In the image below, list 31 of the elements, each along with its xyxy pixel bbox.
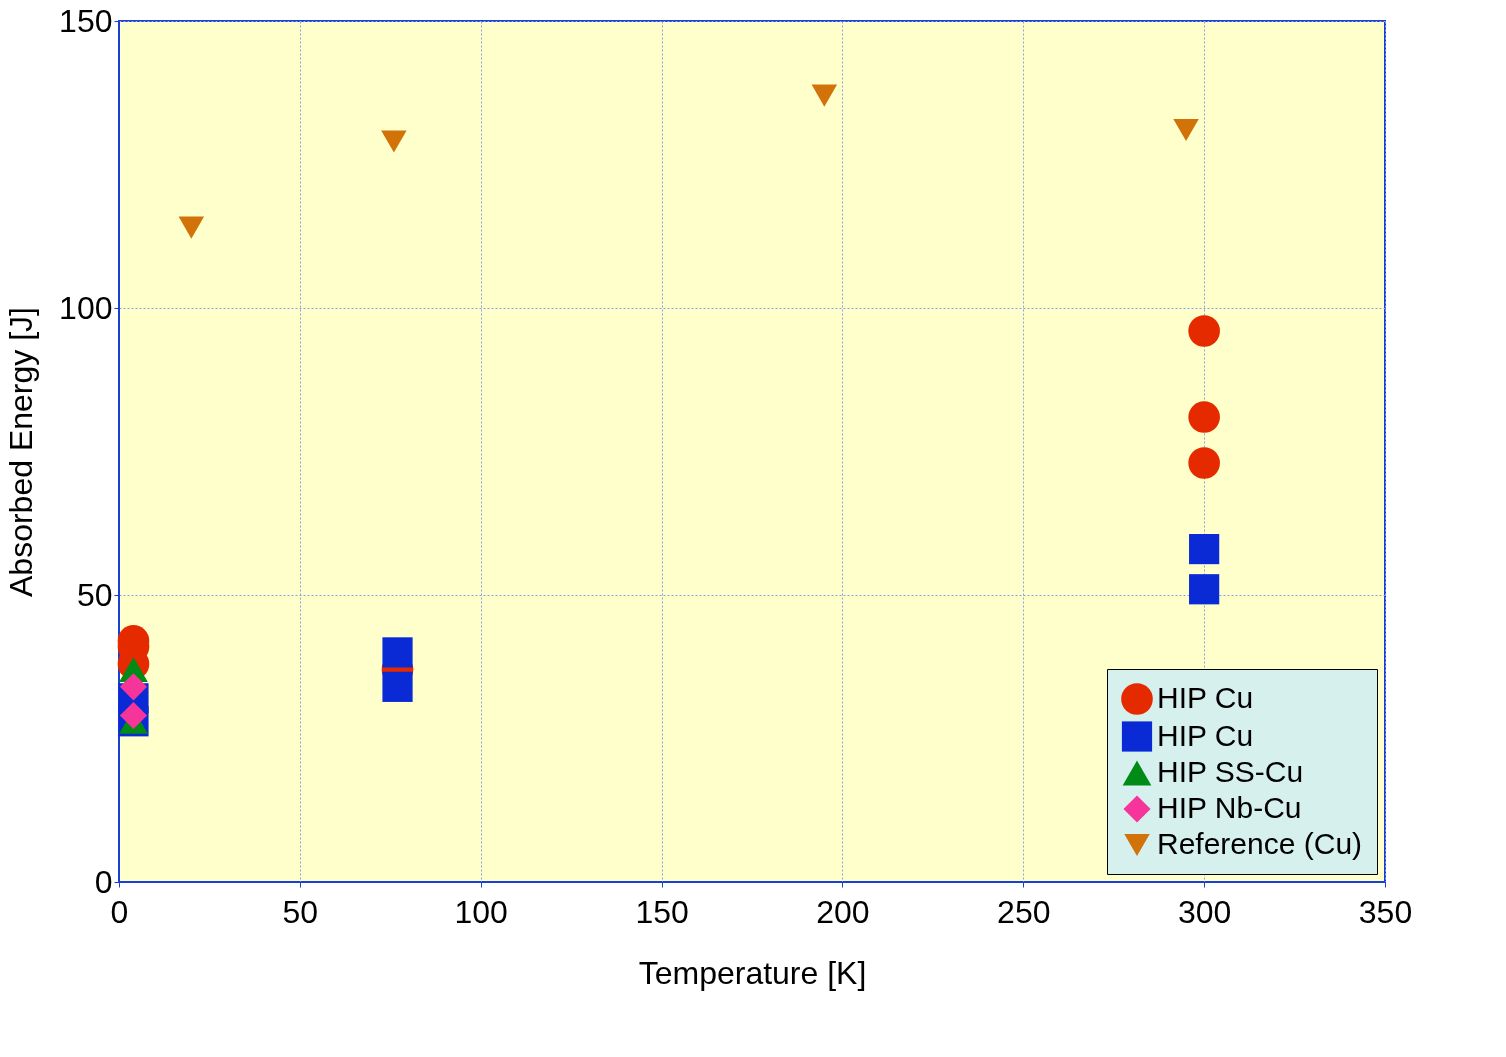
x-tick-label: 200 xyxy=(816,893,870,930)
point xyxy=(382,637,413,668)
y-tick-label: 0 xyxy=(94,863,113,900)
point xyxy=(119,673,148,701)
point xyxy=(382,671,413,702)
x-axis-title: Temperature [K] xyxy=(638,954,867,991)
point xyxy=(811,84,838,107)
y-axis-title: Absorbed Energy [J] xyxy=(3,307,40,597)
legend-label: HIP Nb-Cu xyxy=(1157,791,1302,824)
x-tick-label: 100 xyxy=(454,893,508,930)
point xyxy=(1189,533,1220,565)
y-tick-label: 100 xyxy=(59,289,113,326)
point xyxy=(1173,119,1199,142)
point xyxy=(178,216,205,239)
x-tick-label: 50 xyxy=(282,893,319,930)
y-tick-label: 50 xyxy=(76,576,113,613)
point xyxy=(119,701,148,730)
legend-label: HIP SS-Cu xyxy=(1157,755,1304,788)
legend-label: Reference (Cu) xyxy=(1157,827,1363,860)
x-tick-label: 350 xyxy=(1358,893,1413,930)
point xyxy=(1188,315,1220,347)
point xyxy=(1189,574,1220,605)
point xyxy=(381,130,407,153)
legend-label: HIP Cu xyxy=(1157,681,1254,714)
x-tick-label: 150 xyxy=(635,893,689,930)
legend-label: HIP Cu xyxy=(1157,718,1254,752)
point xyxy=(1188,447,1220,479)
y-tick-label: 150 xyxy=(59,2,113,39)
point xyxy=(1188,401,1220,433)
x-tick-label: 250 xyxy=(997,893,1051,930)
x-tick-label: 300 xyxy=(1177,893,1232,930)
